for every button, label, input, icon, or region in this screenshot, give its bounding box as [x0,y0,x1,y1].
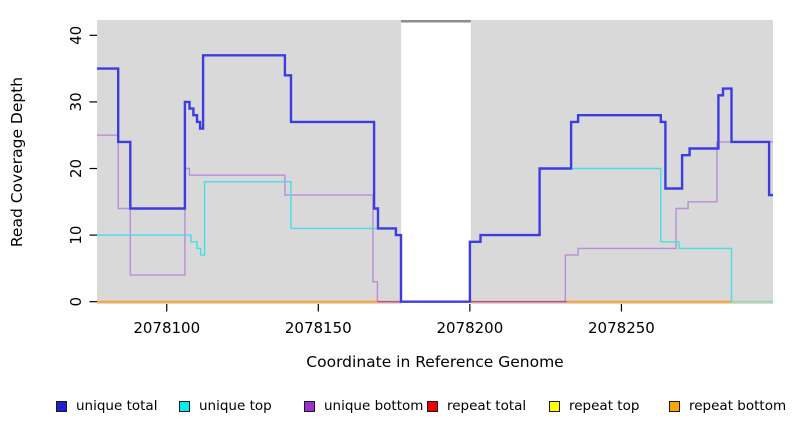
legend-label: unique total [76,398,158,414]
legend-item-repeat-bottom: repeat bottom [669,399,786,414]
legend-label: unique bottom [324,398,424,414]
svg-text:2078150: 2078150 [285,319,352,337]
svg-text:2078200: 2078200 [436,319,503,337]
legend-item-unique-bottom: unique bottom [304,399,423,414]
axes: 2078100 2078150 2078200 2078250 0 10 20 30 40 [67,26,655,337]
coverage-series [97,54,773,303]
unique-top-swatch-icon [179,401,190,412]
legend-item-repeat-top: repeat top [549,399,639,414]
unique-bottom-swatch-icon [304,401,315,412]
x-axis-title: Coordinate in Reference Genome [306,353,563,371]
legend-item-unique-total: unique total [56,399,157,414]
svg-text:0: 0 [67,297,85,307]
masked-gap-region [401,20,471,304]
svg-text:20: 20 [67,159,85,178]
legend-label: repeat total [447,398,527,414]
legend-label: repeat bottom [689,398,787,414]
svg-text:2078250: 2078250 [588,319,655,337]
svg-text:10: 10 [67,226,85,245]
unique-total-swatch-icon [56,401,67,412]
svg-text:2078100: 2078100 [133,319,200,337]
coverage-chart: 2078100 2078150 2078200 2078250 0 10 20 30 40 Co… [8,20,773,371]
y-axis-title: Read Coverage Depth [8,77,26,247]
legend-item-unique-top: unique top [179,399,272,414]
legend-item-repeat-total: repeat total [427,399,526,414]
legend-label: repeat top [569,398,640,414]
svg-text:30: 30 [67,92,85,111]
svg-text:40: 40 [67,26,85,45]
repeat-top-swatch-icon [549,401,560,412]
legend-label: unique top [199,398,272,414]
repeat-bottom-swatch-icon [669,401,680,412]
repeat-total-swatch-icon [427,401,438,412]
